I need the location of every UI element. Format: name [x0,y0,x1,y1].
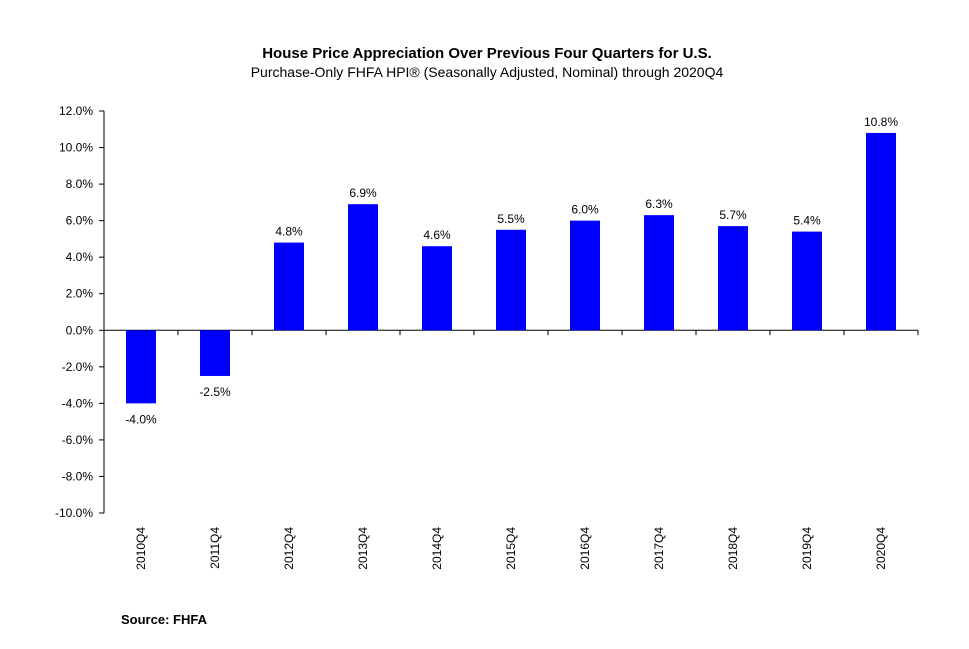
data-label: 4.8% [275,225,303,239]
chart-title: House Price Appreciation Over Previous F… [262,45,712,62]
y-tick-label: -10.0% [55,506,93,520]
y-tick-label: -8.0% [62,469,94,483]
data-label: 6.0% [571,203,599,217]
source-note: Source: FHFA [121,612,208,627]
y-tick-label: 6.0% [66,214,94,228]
x-tick-label: 2019Q4 [800,527,814,570]
chart-subtitle: Purchase-Only FHFA HPI® (Seasonally Adju… [251,64,724,80]
data-label: 5.5% [497,212,525,226]
data-label: 6.9% [349,186,377,200]
x-tick-label: 2011Q4 [208,527,222,569]
y-tick-label: -2.0% [62,360,94,374]
x-tick-label: 2014Q4 [430,527,444,570]
bar [274,242,304,331]
bar [126,330,156,404]
bar [200,330,230,376]
x-tick-label: 2017Q4 [652,527,666,570]
bar [866,132,896,331]
plot-area: 12.0% 10.0% 8.0% 6.0% 4.0% 2.0% 0.0% -2.0% -4.0%… [55,104,919,570]
x-tick-label: 2016Q4 [578,527,592,570]
x-tick-label: 2020Q4 [874,527,888,570]
y-tick-label: 8.0% [66,177,94,191]
y-tick-label: -6.0% [62,433,94,447]
y-tick-label: 12.0% [59,104,93,118]
y-tick-label: 2.0% [66,287,94,301]
bar [348,204,378,331]
data-label: 4.6% [423,228,451,242]
data-label: 5.7% [719,208,747,222]
bar [718,226,748,331]
x-tick-label: 2018Q4 [726,527,740,570]
bar [792,231,822,331]
x-tick-label: 2015Q4 [504,527,518,570]
x-tick-label: 2010Q4 [134,527,148,570]
y-tick-label: 0.0% [66,323,94,337]
y-tick-label: 10.0% [59,141,93,155]
bar [570,220,600,331]
bar [422,246,452,331]
y-tick-label: 4.0% [66,250,94,264]
data-label: 6.3% [645,197,673,211]
bar [496,229,526,331]
bar [644,215,674,331]
data-label: 10.8% [864,115,898,129]
data-label: -2.5% [199,385,231,399]
y-tick-label: -4.0% [62,396,94,410]
data-label: -4.0% [125,412,157,426]
data-label: 5.4% [793,214,821,228]
x-tick-label: 2013Q4 [356,527,370,570]
x-tick-label: 2012Q4 [282,527,296,570]
